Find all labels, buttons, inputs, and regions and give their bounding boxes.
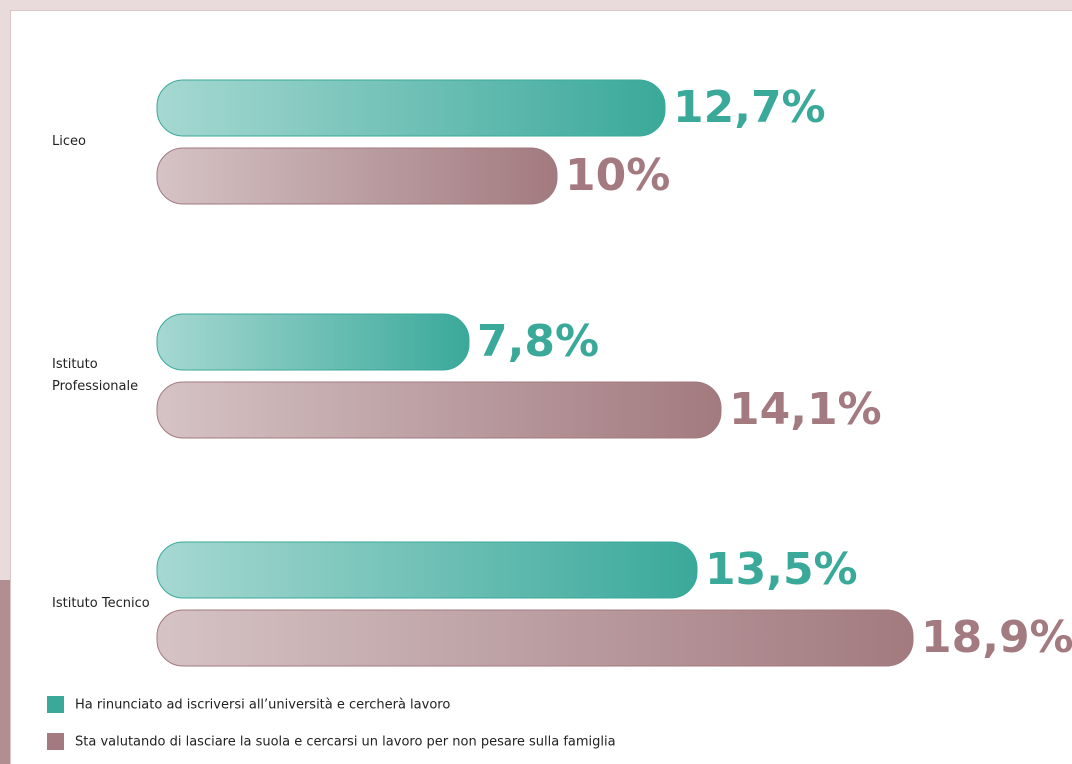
bar <box>156 79 666 137</box>
legend-label: Ha rinunciato ad iscriversi all’universi… <box>75 698 450 713</box>
bar <box>156 147 558 205</box>
value-label: 18,9% <box>921 612 1072 663</box>
value-label: 13,5% <box>705 544 858 595</box>
category-label: Istituto Professionale <box>52 357 139 394</box>
value-label: 14,1% <box>729 384 882 435</box>
value-label: 12,7% <box>673 82 826 133</box>
bar <box>156 313 470 371</box>
value-label: 7,8% <box>477 316 599 367</box>
legend-swatch <box>47 733 64 750</box>
category-label: Istituto Tecnico <box>52 596 150 611</box>
value-label: 10% <box>565 150 670 201</box>
category-label: Liceo <box>52 134 86 149</box>
bar <box>156 381 722 439</box>
side-strip <box>0 580 10 764</box>
legend-swatch <box>47 696 64 713</box>
legend-label: Sta valutando di lasciare la suola e cer… <box>75 735 616 750</box>
bar <box>156 541 698 599</box>
bar <box>156 609 914 667</box>
